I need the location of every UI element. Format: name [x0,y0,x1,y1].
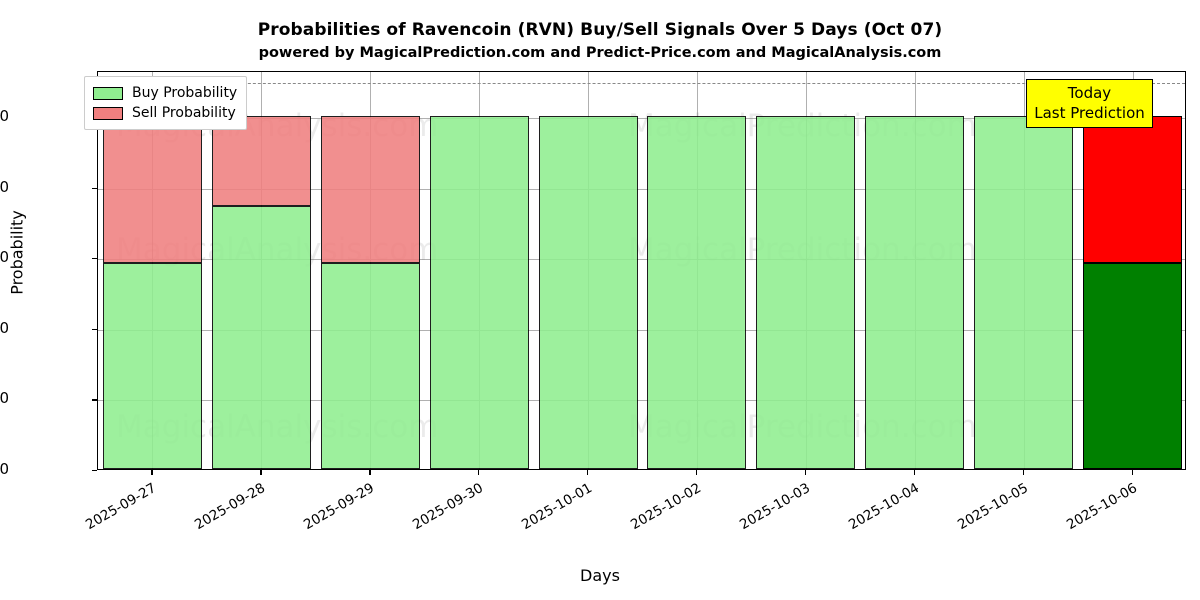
bar-segment-buy[interactable] [539,115,638,469]
x-tick-mark [1131,470,1133,475]
y-tick-label: 80 [0,177,9,196]
bar-segment-buy[interactable] [756,115,855,469]
x-tick-mark [260,470,262,475]
today-annotation: Today Last Prediction [1026,79,1153,128]
y-tick-mark [92,258,97,260]
x-tick-mark [1022,470,1024,475]
bar-stack[interactable] [103,72,202,469]
bar-segment-buy[interactable] [103,262,202,469]
y-tick-label: 0 [0,460,9,478]
bar-stack[interactable] [321,72,420,469]
bar-segment-buy[interactable] [321,262,420,469]
y-tick-mark [92,328,97,331]
x-tick-mark [151,470,153,475]
x-tick-mark [804,470,807,475]
y-tick-label: 100 [0,106,9,125]
bar-stack[interactable] [430,72,529,469]
y-tick-label: 60 [0,248,9,267]
bar-segment-buy[interactable] [212,205,311,469]
bar-segment-buy[interactable] [1083,262,1182,469]
bar-segment-sell[interactable] [321,115,420,263]
legend-label-buy: Buy Probability [132,85,238,101]
y-tick-mark [92,399,97,401]
bar-stack[interactable] [647,72,746,469]
bar-segment-buy[interactable] [647,115,746,469]
y-tick-label: 20 [0,389,9,408]
legend-item-buy[interactable]: Buy Probability [93,83,237,103]
bar-stack[interactable] [1083,72,1182,469]
bar-segment-sell[interactable] [1083,115,1182,263]
bar-stack[interactable] [974,72,1073,469]
y-tick-mark [92,470,97,472]
reference-dashed-line [98,82,1185,84]
y-tick-label: 40 [0,318,9,337]
chart-title: Probabilities of Ravencoin (RVN) Buy/Sel… [257,20,943,40]
gridline-horizontal [98,117,1185,119]
chart-subtitle: powered by MagicalPrediction.com and Pre… [258,45,942,61]
bar-stack[interactable] [865,72,964,469]
legend-swatch-buy [93,86,123,100]
gridline-horizontal [98,400,1185,402]
y-axis-label: Probability [7,210,27,295]
x-axis-label: Days [580,566,620,585]
bar-segment-sell[interactable] [212,115,311,206]
bar-segment-sell[interactable] [103,115,202,263]
legend-label-sell: Sell Probability [132,105,236,121]
x-tick-mark [913,470,916,475]
today-annotation-line2: Last Prediction [1034,104,1145,122]
x-tick-mark [587,470,589,475]
bar-segment-buy[interactable] [974,115,1073,469]
legend-item-sell[interactable]: Sell Probability [93,103,237,123]
gridline-horizontal [98,259,1185,261]
bar-segment-buy[interactable] [430,115,529,469]
chart-legend[interactable]: Buy Probability Sell Probability [84,76,248,130]
gridline-horizontal [98,188,1185,190]
today-annotation-line1: Today [1067,84,1112,102]
x-tick-mark [478,470,480,475]
bar-stack[interactable] [756,72,855,469]
y-tick-mark [92,187,97,189]
legend-swatch-sell [93,106,123,120]
x-tick-mark [369,470,371,475]
bar-stack[interactable] [212,72,311,469]
gridline-horizontal [98,329,1185,331]
bar-stack[interactable] [539,72,638,469]
plot-area: MagicalAnalysis.comMagicalPrediction.com… [97,71,1186,470]
x-tick-mark [695,470,698,475]
bar-segment-buy[interactable] [865,115,964,469]
